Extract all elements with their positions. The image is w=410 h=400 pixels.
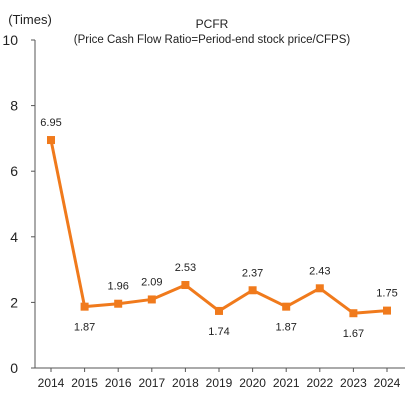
data-point-marker — [383, 306, 391, 315]
x-tick-label: 2016 — [105, 376, 132, 390]
chart-title: PCFR — [196, 17, 229, 31]
y-tick-label: 2 — [10, 294, 18, 310]
data-point-marker — [147, 295, 156, 304]
x-tick-label: 2022 — [306, 376, 333, 390]
y-tick-label: 8 — [10, 98, 18, 114]
data-point-marker — [349, 309, 358, 318]
series-line — [49, 139, 388, 315]
data-point-marker — [315, 284, 324, 293]
x-tick-label: 2024 — [374, 376, 401, 390]
axes — [34, 40, 405, 369]
data-label: 2.53 — [175, 262, 196, 274]
data-label: 6.95 — [40, 117, 61, 129]
x-tick-label: 2021 — [273, 376, 300, 390]
data-label: 1.75 — [376, 288, 397, 300]
y-tick-label: 0 — [10, 360, 18, 376]
y-tick-label: 4 — [10, 229, 18, 245]
x-tick-label: 2019 — [206, 376, 233, 390]
y-axis-unit-label: (Times) — [8, 12, 52, 27]
x-tick-label: 2014 — [38, 376, 65, 390]
data-label: 1.96 — [107, 281, 128, 293]
data-label: 1.67 — [343, 328, 364, 340]
data-point-marker — [80, 302, 89, 311]
y-tick-label: 10 — [2, 32, 18, 48]
data-point-marker — [282, 302, 291, 311]
chart-subtitle: (Price Cash Flow Ratio=Period-end stock … — [74, 34, 351, 46]
data-point-marker — [47, 136, 55, 145]
data-point-marker — [248, 286, 257, 295]
series-pcfr — [47, 136, 391, 318]
data-label: 2.43 — [309, 265, 330, 277]
x-tick-label: 2023 — [340, 376, 367, 390]
data-label: 2.09 — [141, 276, 162, 288]
x-tick-label: 2018 — [172, 376, 199, 390]
data-point-marker — [114, 299, 123, 308]
x-tick-label: 2017 — [138, 376, 165, 390]
data-label: 2.37 — [242, 267, 263, 279]
data-point-marker — [215, 306, 223, 315]
data-point-marker — [181, 281, 190, 290]
x-tick-label: 2020 — [239, 376, 266, 390]
data-labels: 6.95 1.87 1.96 2.09 2.53 1.74 2.37 1.87 2.43 1.67… — [40, 117, 397, 340]
data-label: 1.87 — [275, 322, 296, 334]
y-tick-label: 6 — [10, 163, 18, 179]
data-label: 1.74 — [208, 326, 229, 338]
y-axis-ticks: 0 2 4 6 8 10 — [2, 32, 35, 376]
x-axis-ticks: 2014 2015 2016 2017 2018 2019 2020 2021 2022 2023… — [38, 368, 401, 390]
data-label: 1.87 — [74, 322, 95, 334]
x-tick-label: 2015 — [71, 376, 98, 390]
